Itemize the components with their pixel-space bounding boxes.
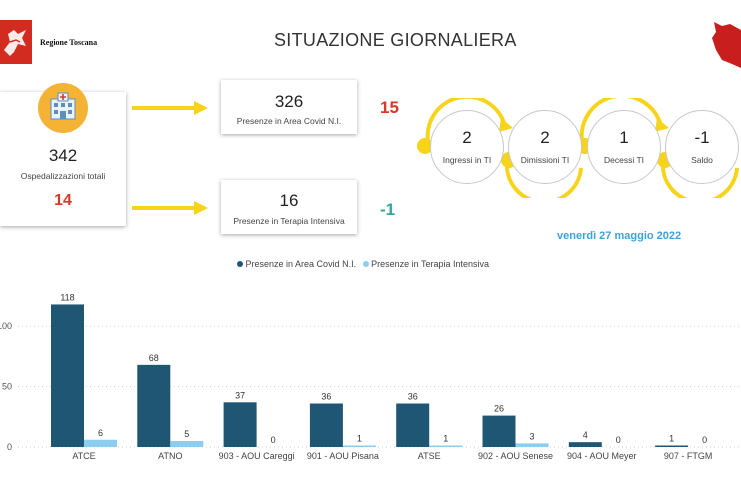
legend-dot-ti xyxy=(362,261,369,267)
y-tick-label: 0 xyxy=(7,442,12,452)
bar-ti xyxy=(429,445,463,447)
ti-delta: -1 xyxy=(380,200,396,219)
flow-decessi: 1 Decessi TI xyxy=(587,110,661,184)
legend-label-ti: Presenze in Terapia Intensiva xyxy=(371,259,490,269)
data-label: 1 xyxy=(669,434,674,444)
x-tick-label: 904 - AOU Meyer xyxy=(567,451,637,461)
data-label: 0 xyxy=(271,435,276,445)
flow-decessi-value: 1 xyxy=(619,128,629,147)
data-label: 0 xyxy=(702,435,707,445)
x-tick-label: 901 - AOU Pisana xyxy=(307,451,379,461)
area-covid-delta: 15 xyxy=(380,98,399,117)
legend-dot-area-covid xyxy=(237,261,243,267)
tuscany-map-icon xyxy=(708,20,741,70)
arrow-to-ti xyxy=(132,201,208,215)
data-label: 0 xyxy=(616,435,621,445)
data-label: 1 xyxy=(443,434,448,444)
flow-ingressi: 2 Ingressi in TI xyxy=(430,110,504,184)
region-label: Regione Toscana xyxy=(40,38,98,47)
report-date: venerdì 27 maggio 2022 xyxy=(557,230,682,242)
flow-saldo-value: -1 xyxy=(694,128,710,147)
bar-area-covid xyxy=(655,445,689,447)
total-value: 342 xyxy=(48,146,78,165)
area-covid-label: Presenze in Area Covid N.I. xyxy=(236,116,342,126)
x-tick-label: 903 - AOU Careggi xyxy=(219,451,295,461)
flow-dimissioni-value: 2 xyxy=(540,128,550,147)
flow-connectors xyxy=(417,98,739,198)
x-tick-label: ATSE xyxy=(418,451,441,461)
total-delta: 14 xyxy=(54,192,72,209)
ti-card: 16 Presenze in Terapia Intensiva xyxy=(221,180,357,234)
flow-decessi-label: Decessi TI xyxy=(604,155,644,165)
bar-ti xyxy=(84,439,117,447)
x-tick-label: 907 - FTGM xyxy=(664,451,713,461)
data-label: 26 xyxy=(494,404,504,414)
data-label: 68 xyxy=(149,353,159,363)
hospital-icon xyxy=(38,83,88,133)
data-label: 118 xyxy=(60,292,74,302)
x-tick-label: ATNO xyxy=(158,451,182,461)
total-label: Ospedalizzazioni totali xyxy=(20,171,106,181)
data-label: 3 xyxy=(529,431,534,441)
area-covid-card: 326 Presenze in Area Covid N.I. xyxy=(221,80,357,134)
flow-dimissioni-label: Dimissioni TI xyxy=(520,155,570,165)
flow-ingressi-label: Ingressi in TI xyxy=(442,155,492,165)
data-label: 4 xyxy=(583,430,588,440)
y-tick-label: 50 xyxy=(2,382,12,392)
y-tick-label: 100 xyxy=(0,321,12,331)
ti-label: Presenze in Terapia Intensiva xyxy=(233,216,345,226)
bar-ti xyxy=(170,440,204,447)
flow-ingressi-value: 2 xyxy=(462,128,472,147)
bar-chart: 1005001186ATCE685ATNO370903 - AOU Caregg… xyxy=(0,292,741,461)
area-covid-value: 326 xyxy=(274,92,304,111)
bar-ti xyxy=(515,443,549,447)
data-label: 1 xyxy=(357,434,362,444)
flow-dimissioni: 2 Dimissioni TI xyxy=(508,110,582,184)
bar-area-covid xyxy=(482,415,516,447)
bar-area-covid xyxy=(223,402,257,447)
x-tick-label: ATCE xyxy=(72,451,95,461)
total-hospitalizations-card: 342 Ospedalizzazioni totali 14 xyxy=(0,83,126,226)
bar-area-covid xyxy=(396,403,430,447)
pegasus-logo xyxy=(0,20,32,64)
data-label: 6 xyxy=(98,428,103,438)
flow-saldo: -1 Saldo xyxy=(665,110,739,184)
data-label: 5 xyxy=(184,429,189,439)
bar-ti xyxy=(342,445,376,447)
flow-saldo-label: Saldo xyxy=(691,155,713,165)
page-title: SITUAZIONE GIORNALIERA xyxy=(274,30,517,50)
arrow-to-area-covid xyxy=(132,101,208,115)
data-label: 37 xyxy=(235,390,245,400)
legend-label-area-covid: Presenze in Area Covid N.I. xyxy=(245,259,357,269)
bar-area-covid xyxy=(137,364,171,447)
chart-legend: Presenze in Area Covid N.I. Presenze in … xyxy=(237,259,489,269)
bar-area-covid xyxy=(309,403,343,447)
data-label: 36 xyxy=(321,392,331,402)
bar-area-covid xyxy=(568,442,602,447)
bar-area-covid xyxy=(51,304,84,447)
ti-value: 16 xyxy=(279,191,299,210)
x-tick-label: 902 - AOU Senese xyxy=(478,451,553,461)
data-label: 36 xyxy=(408,392,418,402)
